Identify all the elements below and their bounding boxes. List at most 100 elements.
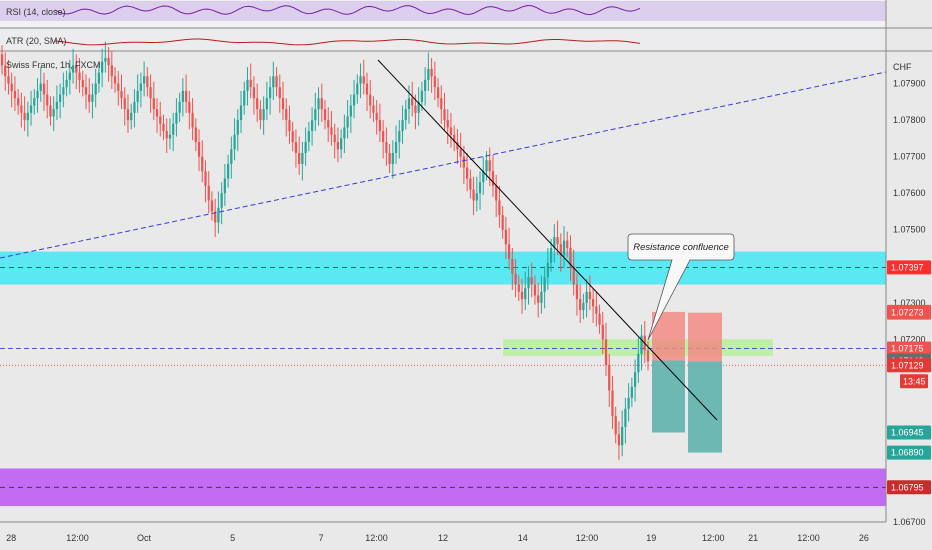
y-axis: 1.07900 1.07800 1.07700 1.07600 1.07500 1.073… [887, 79, 931, 527]
candle-body [420, 90, 424, 102]
candle-body [514, 273, 517, 285]
candle-body [239, 105, 243, 121]
candle-body [562, 240, 566, 256]
candle-body [417, 101, 420, 113]
position-stop-box [688, 312, 722, 362]
rsi-line [54, 4, 641, 16]
candle-body [52, 109, 55, 117]
candle-body [107, 58, 110, 66]
candle-body [608, 364, 611, 391]
x-tick-label: Oct [137, 533, 152, 543]
candle-body [55, 101, 59, 110]
candle-body [236, 120, 239, 135]
candle-body [333, 134, 336, 143]
candle-body [36, 90, 39, 99]
candle-body [404, 109, 407, 121]
price-badge [887, 425, 931, 440]
x-tick-label: 28 [6, 533, 16, 543]
x-tick-label: 14 [518, 533, 528, 543]
candle-body [142, 76, 146, 84]
candle-body [304, 142, 307, 153]
descending-trendline [377, 59, 718, 421]
candle-body [356, 83, 359, 95]
candle-body [104, 58, 107, 62]
candle-body [4, 65, 7, 77]
x-tick-label: 7 [319, 533, 324, 543]
candle-body [553, 237, 556, 248]
ascending-trendline [0, 71, 887, 259]
candle-body [549, 247, 553, 263]
candle-body [327, 120, 330, 128]
price-pane: Resistance confluence [0, 41, 887, 507]
candle-body [68, 72, 71, 80]
candle-body [84, 87, 88, 95]
x-tick-label: 12:00 [365, 533, 388, 543]
candle-body [646, 350, 650, 362]
candle-body [478, 182, 482, 194]
candle-body [265, 98, 268, 110]
candle-body [256, 98, 259, 110]
price-badge-label: 1.07175 [891, 343, 924, 353]
candle-body [530, 277, 533, 285]
candle-body [294, 142, 298, 153]
candle-body [362, 76, 365, 84]
candle-body [310, 120, 314, 132]
candle-body [88, 94, 91, 102]
candle-body [588, 291, 591, 300]
price-badge [887, 260, 931, 275]
candle-body [449, 127, 453, 135]
candle-body [572, 266, 575, 285]
candle-body [220, 193, 223, 208]
position-target-box [652, 360, 685, 433]
unit-label: CHF [893, 62, 912, 72]
candle-body [17, 98, 20, 106]
candle-body [566, 240, 569, 248]
price-badge-label: 1.06945 [891, 427, 924, 437]
candle-body [252, 87, 256, 99]
candle-body [178, 101, 181, 113]
candle-body [369, 94, 372, 106]
candle-body [482, 171, 485, 183]
candle-body [336, 142, 340, 150]
candle-body [537, 295, 540, 303]
atr-title: ATR (20, SMA) [6, 36, 66, 46]
candle-body [495, 185, 498, 201]
candle-body [611, 390, 614, 417]
candle-body [556, 237, 559, 245]
candle-body [168, 134, 172, 139]
candle-body [7, 76, 10, 84]
candle-body [398, 131, 401, 143]
candle-body [559, 244, 562, 256]
candle-body [217, 207, 220, 223]
price-badge [887, 305, 931, 320]
atr-pane [0, 29, 886, 51]
candle-body [462, 156, 466, 168]
x-tick-label: 12 [438, 533, 448, 543]
candle-body [504, 229, 508, 245]
resistance-callout[interactable]: Resistance confluence [627, 233, 735, 341]
candle-body [120, 90, 123, 99]
countdown-label: 13:45 [903, 376, 926, 386]
candle-body [543, 277, 546, 292]
candle-body [146, 76, 149, 88]
x-tick-label: 12:00 [797, 533, 820, 543]
candle-body [117, 83, 120, 91]
candle-body [223, 178, 227, 194]
candle-body [507, 244, 511, 259]
candle-body [498, 200, 501, 216]
indicator-lines [54, 4, 641, 46]
candle-body [91, 94, 94, 102]
candle-body [20, 105, 23, 113]
candle-body [601, 324, 604, 340]
candle-body [414, 105, 417, 113]
candle-body [281, 98, 285, 110]
candle-body [365, 83, 369, 95]
candle-body [617, 434, 621, 446]
candle-body [511, 258, 514, 274]
x-tick-label: 12:00 [702, 533, 725, 543]
candle-body [42, 83, 46, 95]
callout-box [627, 233, 735, 341]
candle-body [475, 193, 478, 201]
candle-body [604, 339, 608, 365]
